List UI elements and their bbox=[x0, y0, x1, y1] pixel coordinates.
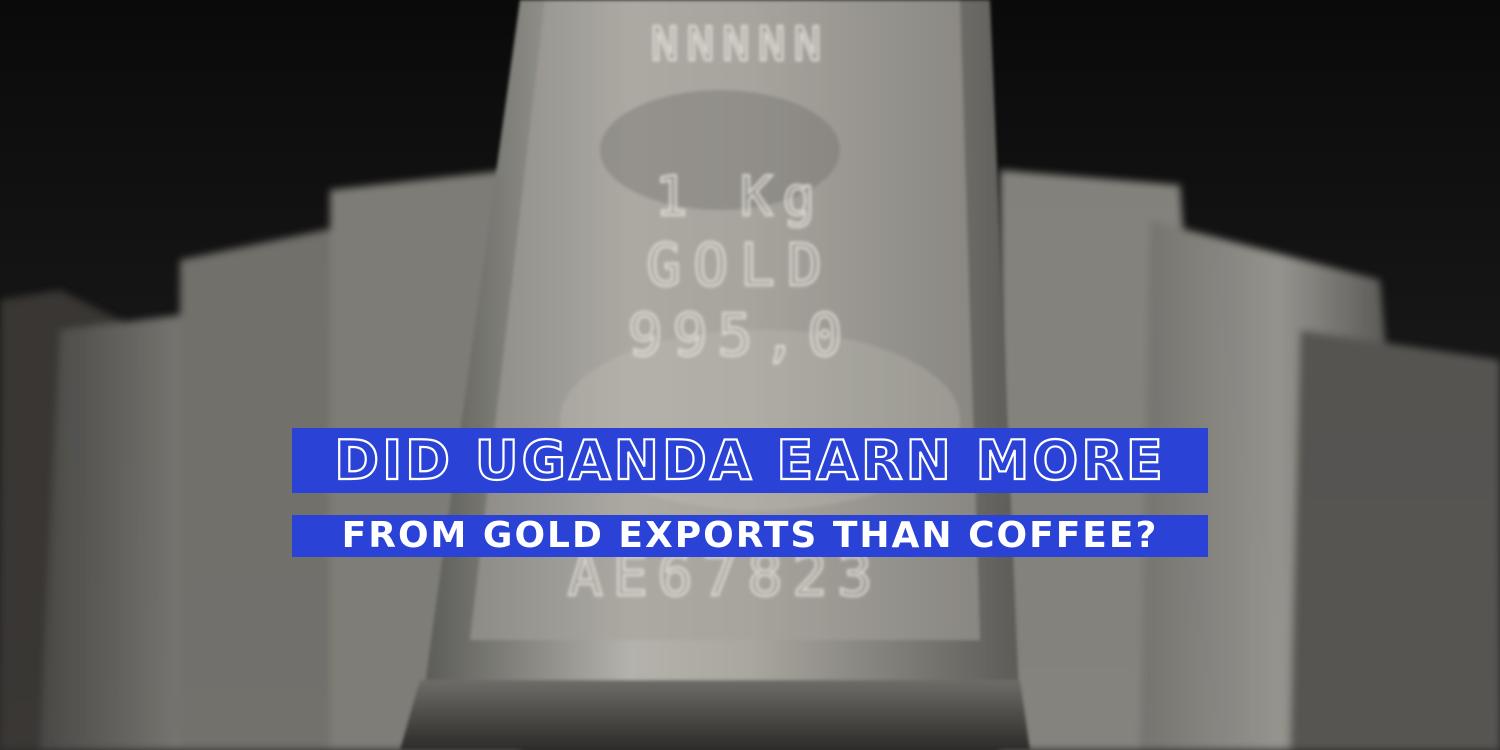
svg-text:995,0: 995,0 bbox=[628, 301, 853, 369]
svg-text:NNNNN: NNNNN bbox=[651, 17, 829, 71]
svg-text:GOLD: GOLD bbox=[646, 231, 834, 299]
svg-text:1 Kg: 1 Kg bbox=[655, 165, 825, 228]
svg-text:AE67823: AE67823 bbox=[568, 541, 882, 609]
